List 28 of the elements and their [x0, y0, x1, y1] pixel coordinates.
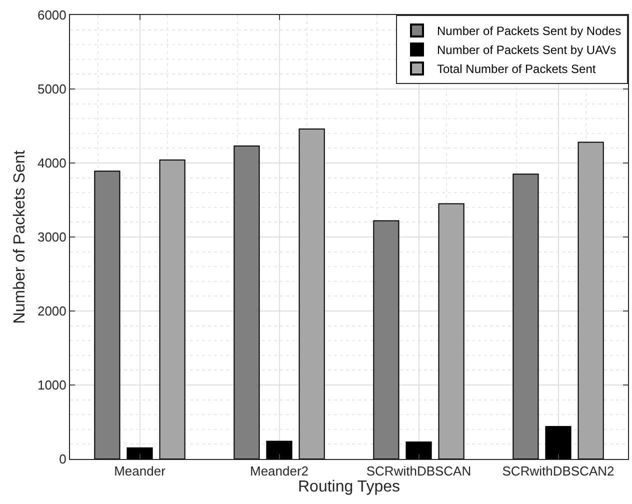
- y-tick-label: 1000: [37, 378, 66, 393]
- bar: [406, 441, 432, 459]
- y-tick-label: 4000: [37, 156, 66, 171]
- bar: [159, 160, 186, 459]
- bar: [438, 203, 464, 459]
- y-tick-label: 5000: [37, 82, 66, 97]
- y-tick-label: 2000: [37, 304, 66, 319]
- bar: [578, 142, 604, 459]
- legend-label: Total Number of Packets Sent: [437, 62, 596, 76]
- bar: [373, 220, 400, 459]
- x-tick-label: SCRwithDBSCAN: [366, 464, 472, 479]
- legend-label: Number of Packets Sent by UAVs: [437, 43, 616, 58]
- bar: [126, 447, 153, 459]
- y-tick-label: 3000: [37, 230, 66, 245]
- bar: [298, 128, 325, 459]
- bar: [94, 170, 120, 459]
- bar: [512, 174, 539, 459]
- x-axis-title: Routing Types: [298, 478, 400, 496]
- legend-label: Number of Packets Sent by Nodes: [437, 24, 622, 38]
- y-tick-label: 6000: [37, 8, 66, 23]
- x-tick-label: Meander2: [250, 464, 309, 479]
- bar: [266, 440, 292, 459]
- x-tick-label: SCRwithDBSCAN2: [502, 464, 614, 479]
- x-tick-label: Meander: [114, 464, 166, 479]
- y-axis-title: Number of Packets Sent: [11, 150, 28, 324]
- y-tick-label: 0: [59, 452, 66, 467]
- bar: [545, 426, 572, 459]
- bar: [234, 145, 260, 459]
